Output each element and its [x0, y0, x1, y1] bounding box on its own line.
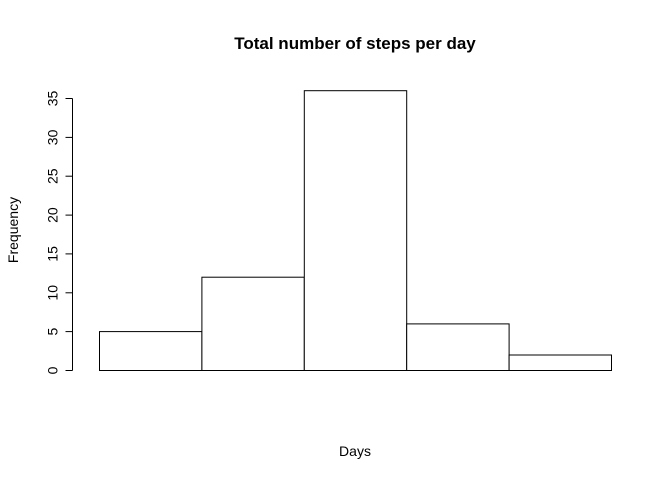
histogram-bar: [201, 276, 305, 372]
y-axis-label: Frequency: [5, 197, 21, 263]
y-tick-label: 25: [45, 168, 61, 184]
y-tick-label: 0: [45, 366, 61, 374]
histogram-bar: [406, 323, 510, 371]
chart-title: Total number of steps per day: [234, 34, 476, 53]
y-tick-label: 10: [45, 285, 61, 301]
y-axis: 0 5 10 15 20 25 30 35: [45, 91, 73, 374]
histogram-bar: [303, 90, 408, 371]
histogram-bar: [99, 331, 203, 372]
y-tick-label: 35: [45, 91, 61, 107]
y-tick-label: 15: [45, 246, 61, 262]
histogram-bar: [508, 354, 613, 371]
bars-group: [99, 90, 613, 372]
y-tick-label: 30: [45, 129, 61, 145]
y-tick-label: 5: [45, 327, 61, 335]
y-tick-label: 20: [45, 207, 61, 223]
x-axis-label: Days: [339, 443, 371, 459]
